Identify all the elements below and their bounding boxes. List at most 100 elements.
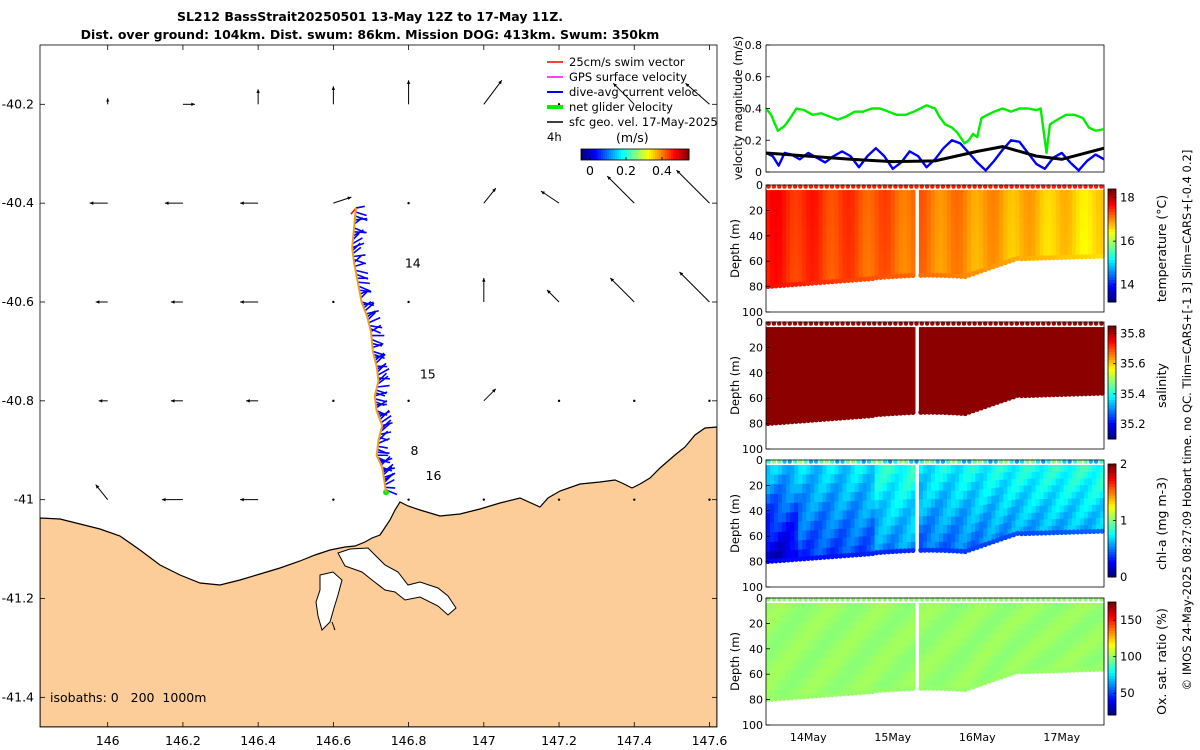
section-cell [1015,196,1021,205]
section-cell [1087,203,1093,211]
section-bottom-dot [918,547,924,553]
section-cell [947,215,952,225]
section-cell [830,519,836,530]
section-cell [1079,236,1085,245]
section-cell [987,373,992,383]
section-cell [894,603,900,613]
section-cell [955,387,960,397]
section-bottom-dot [886,411,892,417]
section-cell [1071,498,1077,506]
section-cell [766,542,771,553]
section-bottom-dot [833,553,840,559]
section-cell [838,190,844,200]
colorbar-segment [1108,237,1116,241]
section-cell [1067,629,1073,638]
section-cell [774,247,779,258]
section-cell [983,528,988,538]
section-cell [971,465,976,475]
section-cell [1063,367,1069,375]
section-bottom-dot [918,685,924,691]
section-cell [1087,662,1093,671]
section-cell [782,199,787,210]
section-cell [882,672,888,682]
section-cell [874,198,880,209]
section-cell [1007,355,1013,364]
surface-dot [1083,184,1088,189]
section-cell [930,335,936,345]
section-cell [786,474,791,485]
section-cell [918,671,924,681]
section-cell [802,483,807,494]
section-cell [810,511,815,522]
section-cell [886,508,892,518]
legend-extra: 4h [547,130,562,144]
section-cell [1027,237,1033,246]
section-cell [1031,327,1037,335]
section-cell [818,539,823,549]
section-cell [778,474,783,485]
section-cell [906,603,912,613]
current-vector [357,281,370,285]
section-cell [975,222,980,232]
section-cell [1047,190,1053,198]
section-cell [902,361,908,371]
section-cell [922,190,928,200]
section-cell [975,351,980,361]
depth-tick-label: 40 [749,643,763,656]
surface-dot [1014,459,1020,464]
section-cell [1007,383,1013,392]
section-cell [1071,616,1077,624]
section-cell [910,679,916,690]
section-cell [1071,387,1077,395]
surface-dot [850,597,856,602]
section-cell [922,232,928,242]
section-cell [810,255,815,266]
section-cell [862,482,868,493]
section-cell [782,631,787,642]
section-cell [858,353,864,364]
section-cell [886,250,892,261]
section-cell [1091,636,1097,644]
section-cell [939,386,944,396]
section-cell [1035,478,1041,487]
section-cell [939,232,944,242]
section-cell [1023,224,1029,232]
surface-dot [1004,321,1009,326]
section-cell [1003,479,1009,488]
section-cell [862,674,868,684]
section-cell [926,541,932,551]
section-cell [955,508,960,518]
section-cell [1043,340,1049,349]
section-cell [814,245,819,256]
section-cell [842,483,848,493]
section-cell [1091,249,1097,258]
section-cell [806,236,811,247]
section-cell [991,480,996,489]
section-cell [1019,485,1025,494]
section-cell [971,360,976,370]
section-cell [902,499,908,509]
section-cell [1007,529,1013,537]
section-cell [890,525,896,535]
section-cell [890,482,896,492]
section-cell [890,207,896,217]
section-cell [878,353,884,363]
section-cell [862,190,868,200]
section-cell [971,385,976,395]
section-cell [1023,217,1029,225]
section-cell [995,648,1000,657]
section-cell [995,525,1000,534]
section-cell [790,474,795,485]
section-bottom-dot [902,410,908,416]
section-bottom-dot [821,554,827,560]
section-cell [1027,224,1033,232]
section-cell [951,628,956,638]
surface-dot [861,597,866,602]
section-cell [926,190,932,200]
section-cell [935,344,940,354]
section-cell [894,250,900,260]
surface-dot [866,184,872,189]
colorbar-segment [1108,273,1116,278]
section-cell [991,365,996,374]
section-cell [774,622,779,633]
